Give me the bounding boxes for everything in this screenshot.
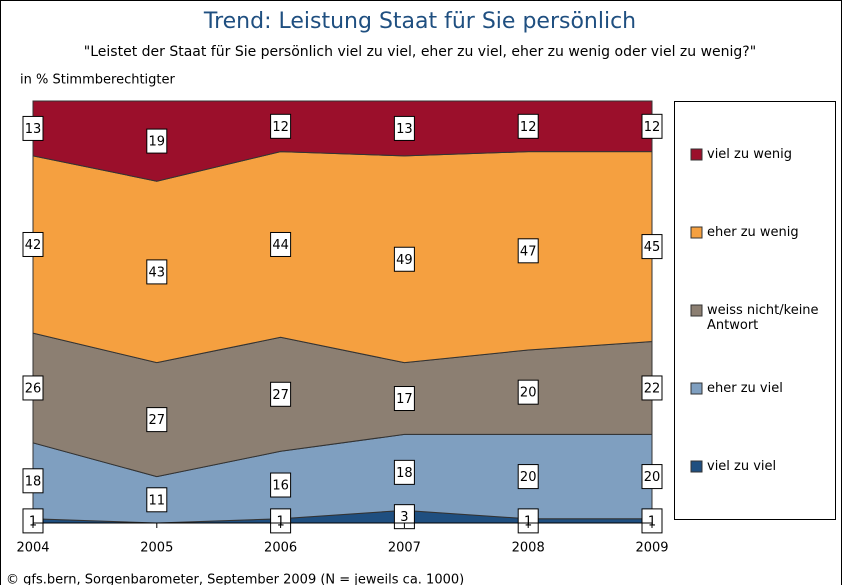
data-label-box [146,259,168,285]
data-label: 3 [400,510,408,525]
data-label-box [270,381,292,407]
data-label: 12 [520,120,537,135]
data-label: 49 [396,253,413,268]
data-label: 13 [396,122,413,137]
x-tick-label: 2005 [140,541,173,556]
data-label: 16 [272,479,289,494]
x-tick-label: 2008 [512,541,545,556]
data-label: 1 [29,514,37,529]
data-label-box [146,407,168,433]
legend-label: viel zu viel [707,459,777,474]
data-label: 20 [520,470,537,485]
legend-swatch [690,460,703,473]
data-label-box [270,472,292,498]
legend-label: eher zu viel [707,381,783,396]
legend-item: eher zu wenig [707,225,799,240]
data-label: 20 [520,386,537,401]
legend-label: eher zu wenig [707,225,799,240]
legend-swatch [690,382,703,395]
data-label: 13 [25,122,42,137]
data-label-box [270,113,292,139]
y-label: in % Stimmberechtigter [20,73,176,88]
data-label-box [517,379,539,405]
legend-label: weiss nicht/keine Antwort [707,303,819,333]
data-label: 43 [149,265,166,280]
legend-item: eher zu viel [707,381,783,396]
area [32,100,653,182]
data-label-box [22,508,44,534]
x-tick-label: 2009 [635,541,668,556]
data-label-box [517,508,539,534]
data-label: 12 [272,120,289,135]
data-label: 26 [25,381,42,396]
data-label-box [22,231,44,257]
data-label-box [393,246,415,272]
legend-swatch [690,226,703,239]
legend-swatch [690,304,703,317]
x-tick-label: 2006 [264,541,297,556]
data-label: 1 [648,514,656,529]
x-tick-label: 2004 [16,541,49,556]
data-label: 22 [644,381,661,396]
data-label-box [517,238,539,264]
data-label: 1 [524,514,532,529]
data-label: 47 [520,244,537,259]
data-label-box [393,115,415,141]
data-label: 18 [396,466,413,481]
data-label-box [641,375,663,401]
area [32,151,653,364]
data-label-box [517,464,539,490]
data-label-box [270,231,292,257]
data-label-box [270,508,292,534]
source: © gfs.bern, Sorgenbarometer, September 2… [6,573,464,585]
legend-item: viel zu wenig [707,147,792,162]
data-label-box [22,375,44,401]
data-label-box [641,113,663,139]
data-label-box [22,468,44,494]
data-label-box [393,459,415,485]
data-label: 11 [149,493,166,508]
data-label-box [641,464,663,490]
data-label: 45 [644,240,661,255]
chart-title: Trend: Leistung Staat für Sie persönlich [203,9,636,34]
legend-swatch [690,148,703,161]
data-label: 12 [644,120,661,135]
data-label-box [517,113,539,139]
legend-item: weiss nicht/keine Antwort [707,303,819,333]
data-label: 1 [276,514,284,529]
legend-label: viel zu wenig [707,147,792,162]
chart-subtitle: "Leistet der Staat für Sie persönlich vi… [84,44,756,60]
data-label: 19 [149,135,166,150]
data-label: 17 [396,392,413,407]
data-label-box [641,234,663,260]
data-label-box [641,508,663,534]
legend-item: viel zu viel [707,459,777,474]
data-label: 18 [25,474,42,489]
data-label: 27 [272,388,289,403]
x-tick-label: 2007 [388,541,421,556]
data-label-box [146,128,168,154]
data-label-box [146,487,168,513]
data-label: 42 [25,238,42,253]
data-label: 44 [272,238,289,253]
data-label-box [393,386,415,412]
data-label: 27 [149,413,166,428]
data-label-box [22,115,44,141]
data-label: 20 [644,470,661,485]
